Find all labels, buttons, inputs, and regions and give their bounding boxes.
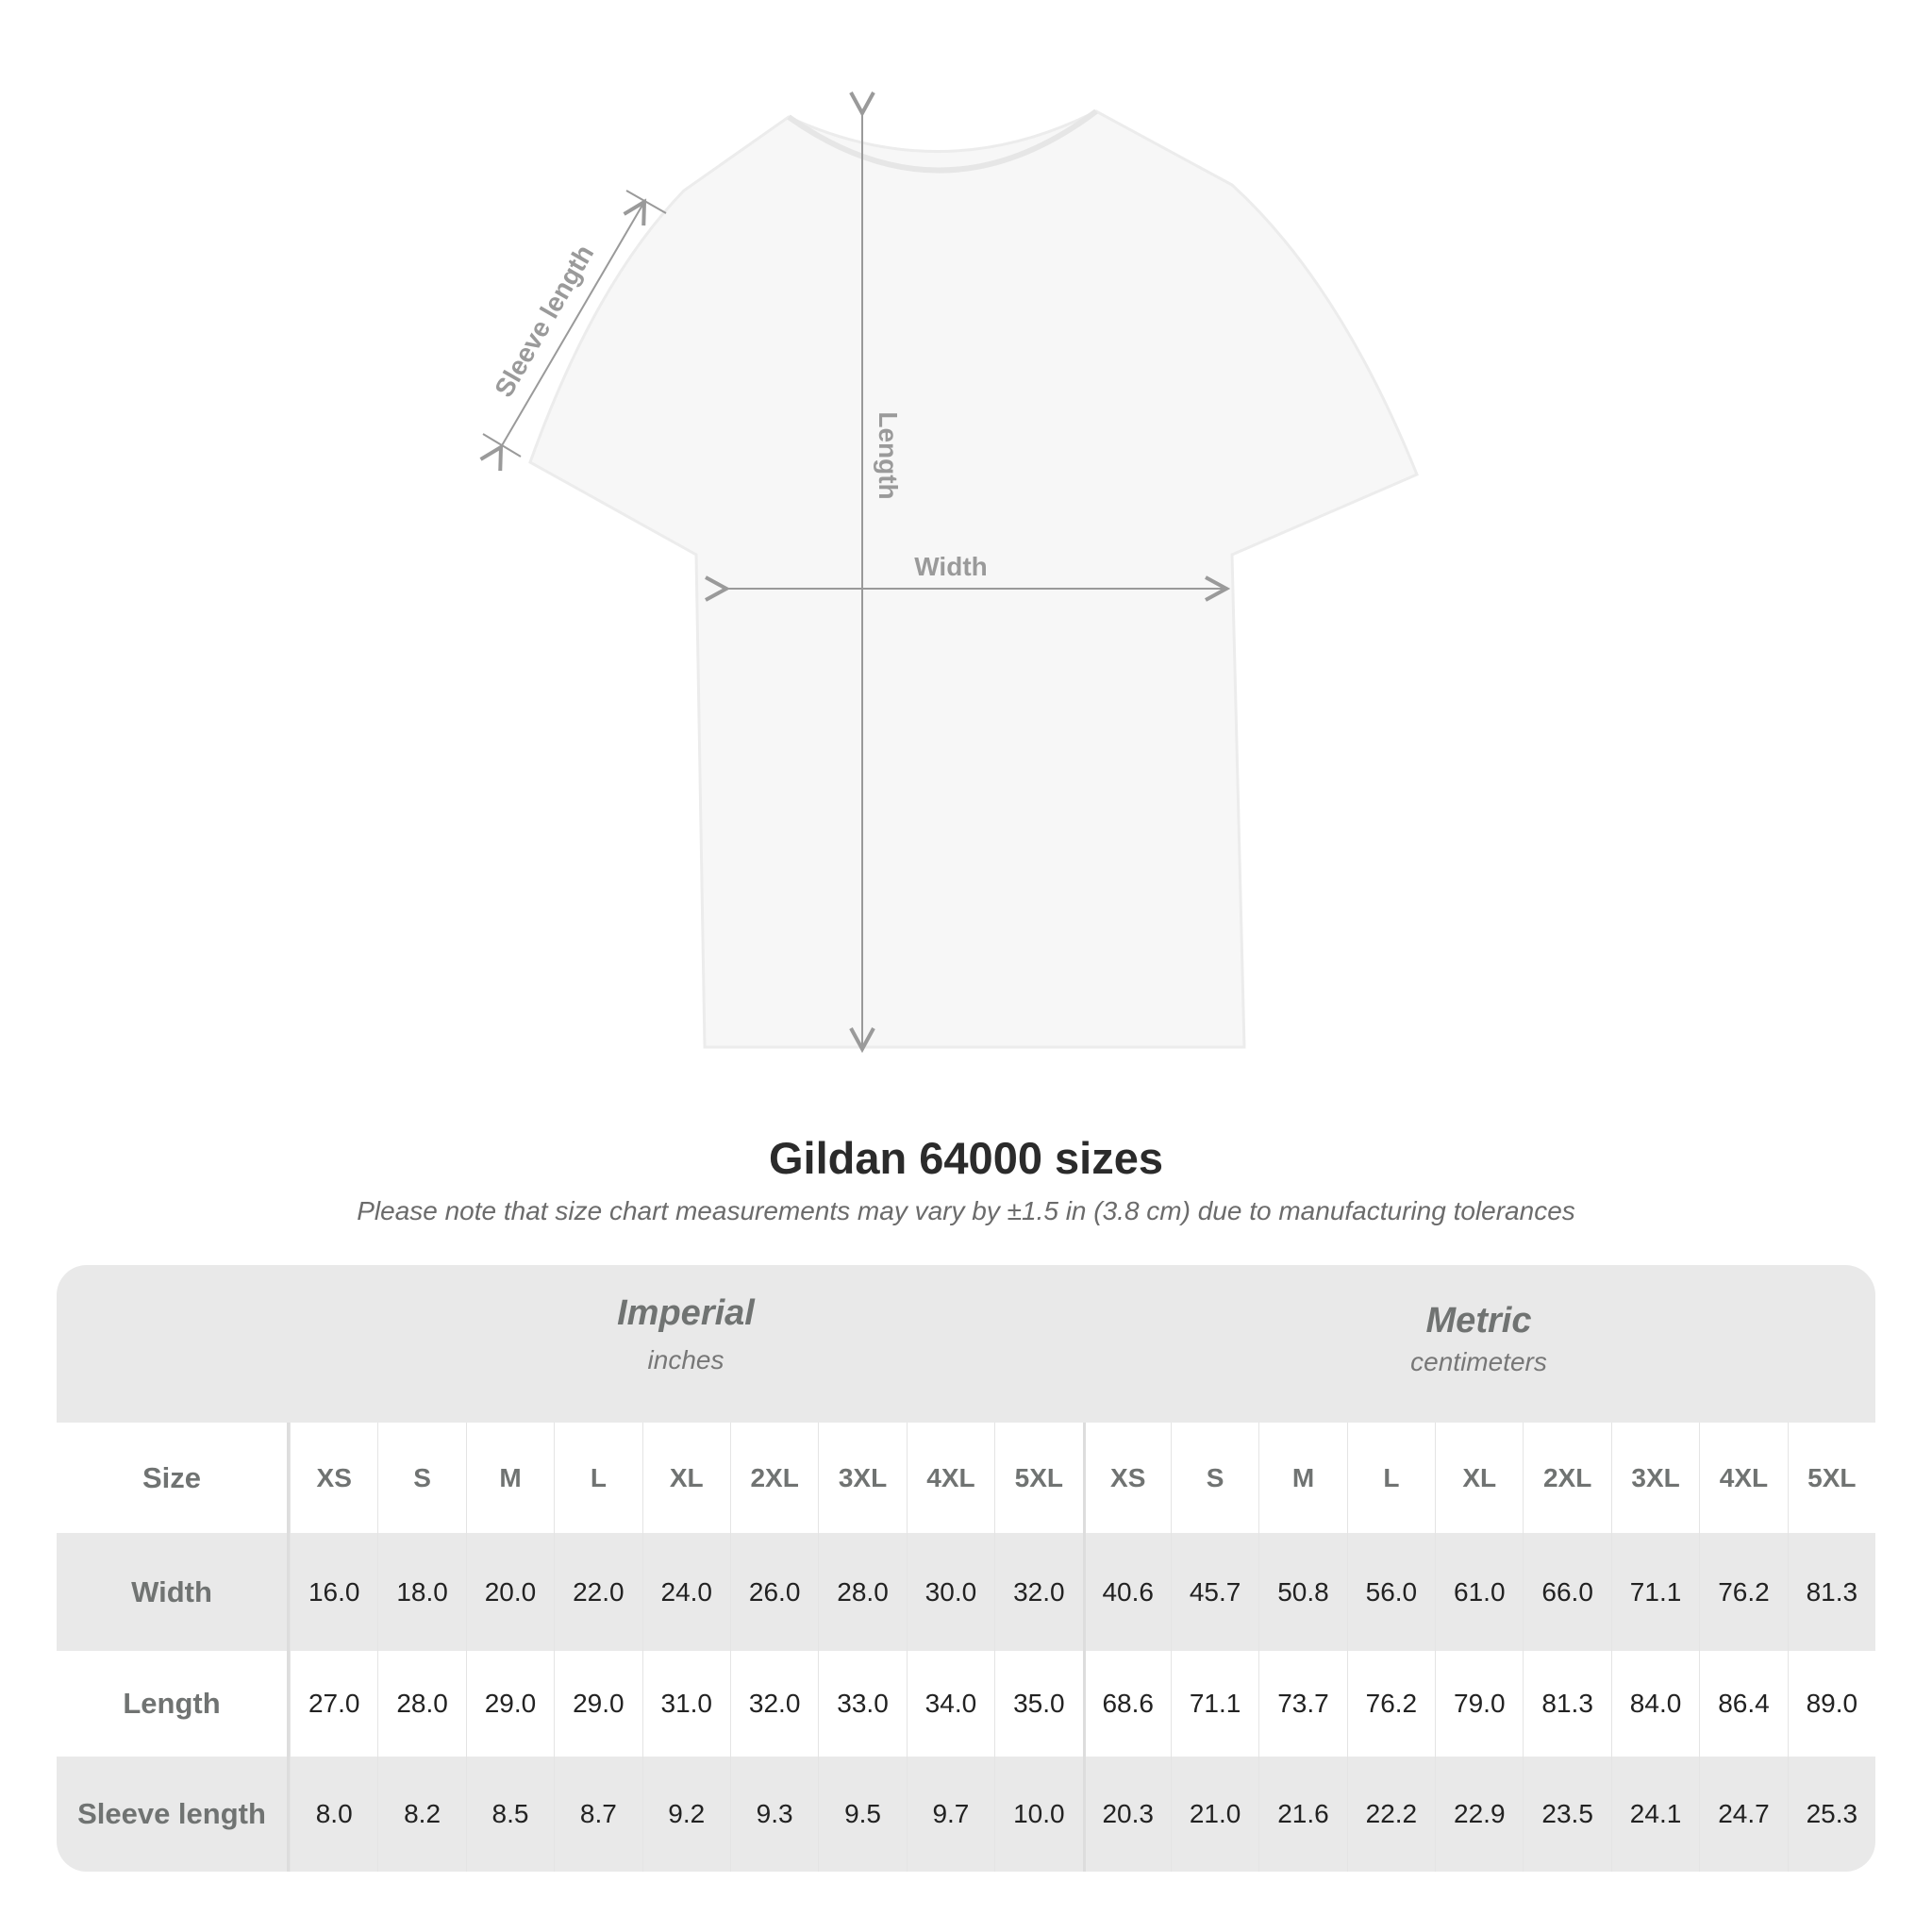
size-header: XL (1435, 1423, 1523, 1533)
size-header: 5XL (1787, 1423, 1875, 1533)
table-cell: 8.5 (465, 1757, 554, 1872)
table-cell: 20.0 (465, 1533, 554, 1651)
table-cell: 76.2 (1346, 1651, 1435, 1757)
table-cell: 29.0 (554, 1651, 641, 1757)
length-label: Length (874, 411, 903, 499)
table-cell: 18.0 (377, 1533, 465, 1651)
table-cell: 89.0 (1787, 1651, 1875, 1757)
size-header: 3XL (1610, 1423, 1699, 1533)
table-cell: 81.3 (1787, 1533, 1875, 1651)
size-header: XS (290, 1423, 377, 1533)
table-cell: 34.0 (906, 1651, 994, 1757)
table-cell: 9.2 (641, 1757, 730, 1872)
table-cell: 71.1 (1170, 1651, 1258, 1757)
table-cell: 21.0 (1170, 1757, 1258, 1872)
table-cell: 31.0 (641, 1651, 730, 1757)
size-header: XS (1082, 1423, 1171, 1533)
table-cell: 28.0 (377, 1651, 465, 1757)
table-cell: 16.0 (290, 1533, 377, 1651)
row-label: Size (57, 1423, 290, 1533)
table-row: Sleeve length 8.0 8.2 8.5 8.7 9.2 9.3 9.5 9.7 10.… (57, 1757, 1875, 1872)
table-cell: 71.1 (1610, 1533, 1699, 1651)
table-cell: 30.0 (906, 1533, 994, 1651)
size-header: S (377, 1423, 465, 1533)
table-cell: 9.3 (729, 1757, 818, 1872)
row-label: Width (57, 1533, 290, 1651)
tolerance-note: Please note that size chart measurements… (357, 1196, 1575, 1225)
size-header: M (1258, 1423, 1346, 1533)
table-cell: 40.6 (1082, 1533, 1171, 1651)
size-header-row: Size XS S M L XL 2XL 3XL 4XL 5XL XS S M L XL 2XL 3XL 4XL 5… (57, 1423, 1875, 1533)
table-cell: 35.0 (994, 1651, 1082, 1757)
table-cell: 68.6 (1082, 1651, 1171, 1757)
table-cell: 32.0 (729, 1651, 818, 1757)
size-header: 2XL (729, 1423, 818, 1533)
table-cell: 22.2 (1346, 1757, 1435, 1872)
table-cell: 9.7 (906, 1757, 994, 1872)
size-header: 5XL (994, 1423, 1082, 1533)
size-header: L (554, 1423, 641, 1533)
size-header: 4XL (1699, 1423, 1787, 1533)
table-cell: 29.0 (465, 1651, 554, 1757)
table-cell: 24.0 (641, 1533, 730, 1651)
table-cell: 45.7 (1170, 1533, 1258, 1651)
table-cell: 76.2 (1699, 1533, 1787, 1651)
size-header: S (1170, 1423, 1258, 1533)
table-cell: 25.3 (1787, 1757, 1875, 1872)
table-cell: 8.0 (290, 1757, 377, 1872)
table-row: Length 27.0 28.0 29.0 29.0 31.0 32.0 33.0 34.0 35… (57, 1651, 1875, 1757)
metric-header: Metric centimeters (1082, 1265, 1875, 1458)
row-label: Sleeve length (57, 1757, 290, 1872)
table-cell: 33.0 (818, 1651, 906, 1757)
table-cell: 61.0 (1435, 1533, 1523, 1651)
table-cell: 28.0 (818, 1533, 906, 1651)
table-cell: 56.0 (1346, 1533, 1435, 1651)
table-cell: 27.0 (290, 1651, 377, 1757)
size-header: 3XL (818, 1423, 906, 1533)
table-cell: 26.0 (729, 1533, 818, 1651)
width-label: Width (914, 552, 988, 581)
size-header: 4XL (906, 1423, 994, 1533)
size-header: L (1346, 1423, 1435, 1533)
table-cell: 9.5 (818, 1757, 906, 1872)
table-cell: 81.3 (1523, 1651, 1610, 1757)
sleeve-arrow (501, 202, 644, 447)
metric-title: Metric (1425, 1301, 1532, 1341)
table-cell: 20.3 (1082, 1757, 1171, 1872)
table-cell: 86.4 (1699, 1651, 1787, 1757)
size-header: 2XL (1523, 1423, 1610, 1533)
table-cell: 73.7 (1258, 1651, 1346, 1757)
table-cell: 22.9 (1435, 1757, 1523, 1872)
table-cell: 8.7 (554, 1757, 641, 1872)
imperial-header: Imperial inches (290, 1265, 1082, 1451)
table-cell: 23.5 (1523, 1757, 1610, 1872)
metric-unit: centimeters (1410, 1347, 1547, 1376)
table-cell: 10.0 (994, 1757, 1082, 1872)
table-cell: 66.0 (1523, 1533, 1610, 1651)
page-title: Gildan 64000 sizes (768, 1133, 1164, 1183)
size-header: M (465, 1423, 554, 1533)
table-cell: 50.8 (1258, 1533, 1346, 1651)
size-table: Imperial inches Metric centimeters Size X… (57, 1265, 1875, 1872)
table-cell: 21.6 (1258, 1757, 1346, 1872)
table-row: Width 16.0 18.0 20.0 22.0 24.0 26.0 28.0 30.0 32.… (57, 1533, 1875, 1651)
table-cell: 22.0 (554, 1533, 641, 1651)
table-cell: 24.7 (1699, 1757, 1787, 1872)
table-cell: 8.2 (377, 1757, 465, 1872)
table-cell: 79.0 (1435, 1651, 1523, 1757)
table-cell: 24.1 (1610, 1757, 1699, 1872)
imperial-unit: inches (647, 1345, 724, 1374)
size-header: XL (641, 1423, 730, 1533)
row-label: Length (57, 1651, 290, 1757)
table-cell: 84.0 (1610, 1651, 1699, 1757)
imperial-title: Imperial (617, 1293, 755, 1333)
tshirt-diagram: Length Width Sleeve length (0, 0, 1419, 1094)
table-cell: 32.0 (994, 1533, 1082, 1651)
